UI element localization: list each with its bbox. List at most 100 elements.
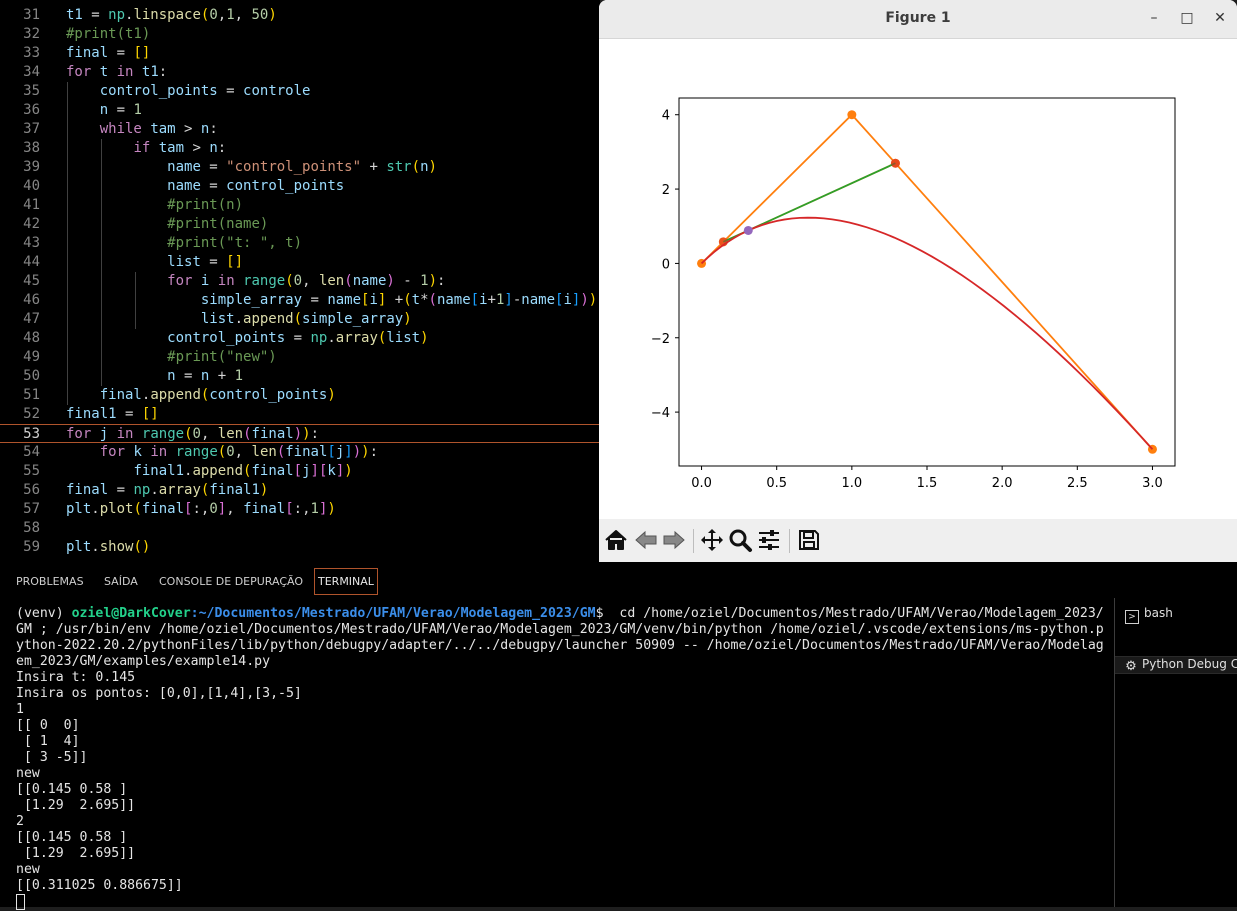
code-line-41[interactable]: 41 #print(n) xyxy=(0,196,600,215)
line-code: final1 = [] xyxy=(66,406,159,422)
x-tick-label: 1.0 xyxy=(842,476,863,491)
series-line-red xyxy=(700,216,1154,450)
code-line-31[interactable]: 31 t1 = np.linspace(0,1, 50) xyxy=(0,6,600,25)
code-line-52[interactable]: 52 final1 = [] xyxy=(0,405,600,424)
line-number: 47 xyxy=(23,311,40,327)
code-line-53[interactable]: 53 for j in range(0, len(final)): xyxy=(0,424,600,443)
code-line-40[interactable]: 40 name = control_points xyxy=(0,177,600,196)
code-line-50[interactable]: 50 n = n + 1 xyxy=(0,367,600,386)
line-code: list.append(simple_array) xyxy=(200,311,412,327)
line-code: while tam > n: xyxy=(99,121,218,137)
code-line-38[interactable]: 38 if tam > n: xyxy=(0,139,600,158)
zoom-button[interactable] xyxy=(727,527,755,555)
line-code: n = 1 xyxy=(99,102,142,118)
code-line-59[interactable]: 59 plt.show() xyxy=(0,538,600,557)
code-line-57[interactable]: 57 plt.plot(final[:,0], final[:,1]) xyxy=(0,500,600,519)
tab-saida[interactable]: SAÍDA xyxy=(104,575,138,588)
terminal-output[interactable]: (venv) oziel@DarkCover:~/Documentos/Mest… xyxy=(16,606,1106,911)
line-code: control_points = controle xyxy=(99,83,311,99)
bottom-panel: PROBLEMAS SAÍDA CONSOLE DE DEPURAÇÃO TER… xyxy=(0,562,1237,910)
code-line-39[interactable]: 39 name = "control_points" + str(n) xyxy=(0,158,600,177)
line-code: t1 = np.linspace(0,1, 50) xyxy=(66,7,277,23)
line-number: 43 xyxy=(23,235,40,251)
forward-button[interactable] xyxy=(661,527,689,555)
terminal-item-bash[interactable]: > bash xyxy=(1125,606,1173,624)
x-tick-label: 1.5 xyxy=(917,476,938,491)
series-point-red xyxy=(890,158,900,168)
back-button[interactable] xyxy=(633,527,661,555)
line-number: 57 xyxy=(23,501,40,517)
line-number: 39 xyxy=(23,159,40,175)
terminal-item-python-debug[interactable]: ⚙ Python Debug C xyxy=(1115,656,1237,674)
code-line-46[interactable]: 46 simple_array = name[i] +(t*(name[i+1]… xyxy=(0,291,600,310)
line-number: 45 xyxy=(23,273,40,289)
tab-console-depuracao[interactable]: CONSOLE DE DEPURAÇÃO xyxy=(159,575,304,588)
minimize-button[interactable]: – xyxy=(1150,10,1158,26)
prompt-path: :~/Documentos/Mestrado/UFAM/Verao/Modela… xyxy=(190,606,596,621)
line-code: #print(n) xyxy=(167,197,244,213)
tab-problemas[interactable]: PROBLEMAS xyxy=(16,575,84,588)
indent-guide xyxy=(101,139,102,386)
code-line-58[interactable]: 58 xyxy=(0,519,600,538)
line-code: for t in t1: xyxy=(66,64,168,80)
save-icon xyxy=(799,530,819,550)
back-icon xyxy=(635,530,657,550)
line-number: 36 xyxy=(23,102,40,118)
code-line-36[interactable]: 36 n = 1 xyxy=(0,101,600,120)
line-code: #print(name) xyxy=(167,216,269,232)
code-line-44[interactable]: 44 list = [] xyxy=(0,253,600,272)
prompt-env: (venv) xyxy=(16,606,72,621)
line-number: 50 xyxy=(23,368,40,384)
figure-titlebar[interactable]: Figure 1 – □ ✕ xyxy=(599,0,1237,39)
line-number: 52 xyxy=(23,406,40,422)
code-editor[interactable]: 31 t1 = np.linspace(0,1, 50) 32 #print(t1) 3… xyxy=(0,0,600,562)
figure-window[interactable]: Figure 1 – □ ✕ 0.0 0.5 1.0 1.5 2.0 2.5 3.0 −4 −2… xyxy=(599,0,1237,562)
x-tick-label: 2.0 xyxy=(992,476,1013,491)
terminal-program-output: Insira t: 0.145 Insira os pontos: [0,0],… xyxy=(16,670,302,893)
plot-canvas[interactable]: 0.0 0.5 1.0 1.5 2.0 2.5 3.0 −4 −2 0 2 4 xyxy=(599,39,1237,519)
pan-button[interactable] xyxy=(699,527,727,555)
indent-guide xyxy=(135,272,136,329)
code-line-33[interactable]: 33 final = [] xyxy=(0,44,600,63)
code-line-45[interactable]: 45 for i in range(0, len(name) - 1): xyxy=(0,272,600,291)
y-tick-label: −4 xyxy=(651,406,670,421)
tab-terminal[interactable]: TERMINAL xyxy=(314,568,378,595)
code-line-51[interactable]: 51 final.append(control_points) xyxy=(0,386,600,405)
code-line-43[interactable]: 43 #print("t: ", t) xyxy=(0,234,600,253)
code-line-35[interactable]: 35 control_points = controle xyxy=(0,82,600,101)
x-tick-label: 0.0 xyxy=(691,476,712,491)
code-line-48[interactable]: 48 control_points = np.array(list) xyxy=(0,329,600,348)
code-line-56[interactable]: 56 final = np.array(final1) xyxy=(0,481,600,500)
save-button[interactable] xyxy=(796,527,824,555)
line-code: name = control_points xyxy=(167,178,345,194)
line-number: 35 xyxy=(23,83,40,99)
line-code: final1.append(final[j][k]) xyxy=(133,463,353,479)
code-line-54[interactable]: 54 for k in range(0, len(final[j])): xyxy=(0,443,600,462)
code-line-47[interactable]: 47 list.append(simple_array) xyxy=(0,310,600,329)
y-tick-label: 0 xyxy=(662,257,670,272)
code-line-55[interactable]: 55 final1.append(final[j][k]) xyxy=(0,462,600,481)
code-line-34[interactable]: 34 for t in t1: xyxy=(0,63,600,82)
y-tick-label: 4 xyxy=(662,109,670,124)
code-line-49[interactable]: 49 #print("new") xyxy=(0,348,600,367)
code-line-37[interactable]: 37 while tam > n: xyxy=(0,120,600,139)
code-line-32[interactable]: 32 #print(t1) xyxy=(0,25,600,44)
code-line-42[interactable]: 42 #print(name) xyxy=(0,215,600,234)
toolbar-separator xyxy=(789,529,790,553)
debug-icon: ⚙ xyxy=(1125,659,1137,674)
series-point-purple xyxy=(743,225,753,235)
line-number: 58 xyxy=(23,520,40,536)
series-point-red xyxy=(718,237,728,247)
line-number: 37 xyxy=(23,121,40,137)
line-code: if tam > n: xyxy=(133,140,227,156)
line-number: 42 xyxy=(23,216,40,232)
line-number: 56 xyxy=(23,482,40,498)
line-number: 40 xyxy=(23,178,40,194)
maximize-button[interactable]: □ xyxy=(1180,10,1194,26)
y-tick-label: −2 xyxy=(651,332,670,347)
line-number: 51 xyxy=(23,387,40,403)
line-number: 38 xyxy=(23,140,40,156)
home-button[interactable] xyxy=(603,527,631,555)
configure-subplots-button[interactable] xyxy=(756,527,784,555)
close-button[interactable]: ✕ xyxy=(1214,10,1226,26)
